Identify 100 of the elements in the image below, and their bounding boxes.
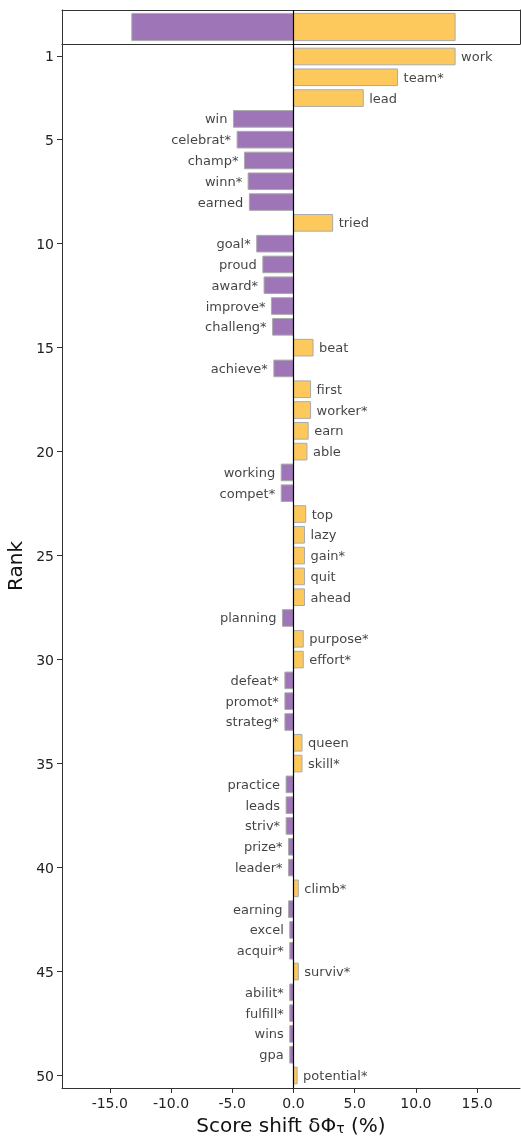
annotation: practice	[227, 776, 281, 792]
x-tick-label: 15.0	[461, 1095, 493, 1111]
annotation: award*	[211, 277, 259, 293]
annotation: goal*	[216, 236, 252, 252]
annotation: winn*	[204, 173, 243, 189]
bar	[247, 172, 294, 191]
annotation: team*	[403, 69, 445, 85]
bar	[292, 338, 314, 357]
y-tick-label: 20	[36, 443, 54, 460]
bar	[292, 525, 305, 544]
annotation: effort*	[309, 652, 352, 668]
annotation: quit	[310, 568, 336, 584]
bar	[272, 318, 294, 336]
annotation: challeng*	[205, 319, 268, 335]
bar	[284, 713, 294, 731]
annotation: purpose*	[309, 631, 370, 647]
annotation: improve*	[205, 298, 266, 314]
y-tick-label: 35	[36, 755, 54, 772]
annotation: abilit*	[245, 984, 285, 1000]
bar	[285, 817, 294, 835]
bar	[256, 234, 294, 253]
y-tick-label: 25	[36, 547, 54, 564]
annotation: proud	[219, 256, 257, 272]
annotation: prize*	[244, 839, 284, 855]
annotation: strateg*	[225, 714, 280, 730]
x-tick-label: 10.0	[400, 1095, 432, 1111]
y-tick-label: 5	[45, 131, 54, 148]
annotation: achieve*	[210, 360, 269, 376]
annotation: win	[204, 111, 228, 127]
bar	[270, 297, 294, 315]
bar	[284, 671, 294, 690]
annotation: tried	[338, 215, 369, 231]
y-axis-title: Rank	[3, 540, 28, 591]
x-tick-label: -5.0	[218, 1095, 246, 1111]
annotation: ahead	[310, 589, 351, 605]
bar	[292, 380, 312, 399]
bar	[292, 546, 305, 565]
y-tick-label: 15	[36, 339, 54, 356]
bar	[280, 463, 294, 482]
bar	[292, 422, 309, 440]
bar	[292, 588, 305, 607]
annotation: earned	[197, 194, 244, 210]
annotation: promot*	[225, 693, 280, 709]
annotation: gpa	[259, 1047, 284, 1063]
bar	[292, 629, 304, 648]
annotation: skill*	[308, 756, 341, 772]
x-tick-label: 0.0	[282, 1095, 305, 1111]
annotation: wins	[254, 1026, 284, 1042]
annotation: celebrat*	[171, 132, 232, 148]
annotation: excel	[249, 922, 284, 938]
y-tick-label: 10	[36, 235, 54, 252]
x-axis-title: Score shift δΦτ (%)	[196, 1112, 386, 1137]
annotation: earn	[314, 423, 344, 439]
bar	[292, 567, 305, 586]
annotation: surviv*	[304, 964, 351, 980]
annotation: queen	[308, 735, 349, 751]
annotation: gain*	[310, 548, 346, 564]
annotation: lead	[369, 90, 398, 106]
bar	[292, 442, 308, 461]
y-tick-label: 1	[45, 48, 54, 65]
annotation: champ*	[187, 152, 239, 168]
annotation: lazy	[310, 527, 337, 543]
annotation: defeat*	[230, 672, 280, 688]
bar	[236, 130, 294, 149]
bar	[273, 359, 294, 378]
bar	[292, 47, 456, 66]
annotation: acquir*	[236, 943, 285, 959]
annotation: work	[461, 48, 494, 64]
bar	[292, 650, 304, 669]
bar	[292, 89, 364, 107]
annotation: top	[311, 506, 334, 522]
annotation: first	[316, 381, 342, 397]
annotation: planning	[220, 610, 277, 626]
bar	[232, 110, 294, 128]
annotation: earning	[233, 901, 283, 917]
bar	[263, 276, 294, 295]
annotation: beat	[319, 340, 349, 356]
annotation: striv*	[245, 818, 281, 834]
y-tick-label: 40	[36, 859, 54, 876]
bar	[284, 692, 294, 710]
bar	[248, 193, 294, 211]
bar	[292, 401, 312, 419]
x-tick-label: -15.0	[91, 1095, 128, 1111]
bar	[243, 151, 294, 170]
bar	[292, 68, 399, 87]
y-tick-label: 30	[36, 651, 54, 668]
y-tick-label: 50	[36, 1067, 54, 1084]
annotation: working	[223, 464, 276, 480]
x-tick-label: -10.0	[152, 1095, 190, 1111]
x-tick-label: 5.0	[343, 1095, 366, 1111]
annotation: potential*	[303, 1068, 368, 1084]
annotation: leader*	[234, 860, 284, 876]
annotation: fulfill*	[245, 1005, 285, 1021]
bar	[285, 775, 294, 794]
bar	[292, 214, 334, 232]
bar	[285, 796, 294, 814]
bar	[280, 484, 294, 503]
annotation: worker*	[316, 402, 368, 418]
annotation: able	[312, 444, 341, 460]
bar	[281, 609, 294, 627]
